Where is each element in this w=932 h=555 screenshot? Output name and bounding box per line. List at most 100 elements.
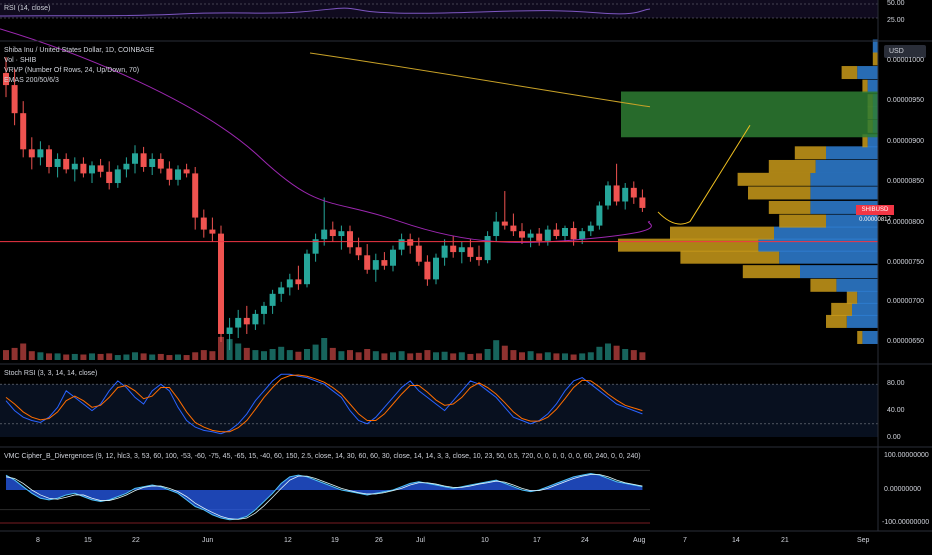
- volume-profile-down-bar: [815, 159, 878, 173]
- candle-body: [140, 153, 147, 167]
- volume-bar: [510, 350, 517, 360]
- volume-profile-up-bar: [794, 146, 826, 160]
- volume-bar: [364, 349, 371, 360]
- emas-legend[interactable]: EMAS 200/50/6/3: [4, 77, 59, 84]
- volume-bar: [37, 352, 44, 360]
- price-tick-850: 0.00000850: [887, 178, 924, 185]
- candle-body: [278, 287, 285, 294]
- volume-bar: [347, 350, 353, 360]
- volume-profile-down-bar: [846, 314, 878, 328]
- candle-body: [562, 227, 568, 237]
- volume-bar: [157, 353, 164, 360]
- rsi-band: [0, 0, 878, 18]
- volume-bar: [106, 353, 113, 360]
- candle-body: [3, 73, 9, 86]
- candle-body: [226, 327, 233, 334]
- candle-body: [501, 221, 508, 226]
- time-tick-26: 26: [375, 537, 383, 544]
- time-tick-sep: Sep: [857, 537, 870, 544]
- volume-profile-down-bar: [867, 134, 878, 148]
- stoch-band: [0, 384, 878, 437]
- vmc-wave2-line: [5, 474, 643, 520]
- volume-bar: [613, 345, 620, 360]
- candle-body: [71, 163, 78, 170]
- price-tick-700: 0.00000700: [887, 298, 924, 305]
- volume-profile-up-bar: [779, 214, 826, 228]
- projection-curve-line: [657, 124, 751, 225]
- candle-body: [338, 231, 345, 237]
- volume-profile-up-bar: [862, 79, 868, 93]
- candle-body: [243, 317, 250, 325]
- volume-bar: [639, 352, 646, 360]
- volume-profile-up-bar: [768, 200, 811, 214]
- candle-body: [467, 247, 474, 257]
- volume-profile: [618, 39, 878, 344]
- candle-body: [175, 169, 181, 180]
- volume-bar: [286, 350, 293, 360]
- volume-bar: [192, 352, 199, 360]
- candle-body: [89, 165, 95, 174]
- symbol-title[interactable]: Shiba Inu / United States Dollar, 1D, CO…: [4, 47, 155, 54]
- volume-profile-down-bar: [857, 290, 878, 304]
- volume-profile-up-bar: [670, 226, 774, 240]
- candle-body: [398, 239, 405, 250]
- candle-body: [493, 221, 500, 237]
- stoch-tick-0: 0.00: [887, 434, 901, 441]
- candle-body: [329, 229, 336, 237]
- vmc-tick-0: 0.00000000: [884, 486, 921, 493]
- volume-profile-up-bar: [742, 265, 800, 279]
- volume-bar: [304, 349, 310, 360]
- candle-body: [252, 313, 259, 325]
- volume-bar: [183, 355, 190, 360]
- volume-bar: [63, 354, 70, 360]
- volume-bar: [278, 346, 285, 360]
- candle-body: [570, 227, 577, 240]
- candle-body: [209, 229, 216, 234]
- volume-bar: [562, 353, 568, 360]
- volume-bar: [54, 353, 61, 360]
- stoch-rsi-label[interactable]: Stoch RSI (3, 3, 14, 14, close): [4, 370, 98, 377]
- rsi-tick-50: 50.00: [887, 0, 905, 7]
- volume-profile-down-bar: [857, 66, 878, 80]
- candle-body: [390, 249, 396, 266]
- volume-bar: [149, 354, 156, 360]
- volume-profile-up-bar: [862, 134, 868, 148]
- volume-bar: [89, 353, 95, 360]
- volume-bar: [381, 353, 388, 360]
- volume-bar: [11, 347, 18, 360]
- candle-body: [605, 185, 611, 206]
- time-tick-aug: Aug: [633, 537, 646, 544]
- candle-body: [458, 247, 465, 253]
- volume-bar: [20, 343, 27, 360]
- volume-bar: [329, 347, 336, 360]
- volume-bar: [544, 352, 551, 360]
- volume-bar: [630, 350, 637, 360]
- candle-body: [484, 236, 491, 261]
- time-tick-19: 19: [331, 537, 339, 544]
- candle-body: [63, 158, 70, 170]
- candle-body: [372, 260, 379, 270]
- pane-separators: [0, 0, 932, 532]
- volume-profile-down-bar: [862, 330, 878, 344]
- candle-body: [441, 245, 448, 258]
- volume-bar: [587, 352, 594, 360]
- vrvp-legend[interactable]: VRVP (Number Of Rows, 24, Up/Down, 70): [4, 67, 140, 74]
- last-price-value: 0.00000817: [859, 217, 891, 223]
- vmc-label[interactable]: VMC Cipher_B_Divergences (9, 12, hlc3, 3…: [4, 453, 641, 460]
- volume-legend[interactable]: Vol · SHIB: [4, 57, 37, 64]
- candle-body: [54, 158, 61, 167]
- volume-bar: [501, 345, 508, 360]
- volume-bar: [269, 349, 276, 360]
- vmc-wave-area: [6, 473, 643, 520]
- time-tick-jul: Jul: [416, 537, 425, 544]
- currency-button[interactable]: USD: [884, 45, 926, 58]
- last-price-symbol: SHIBUSD: [861, 207, 889, 213]
- volume-profile-down-bar: [810, 186, 878, 200]
- volume-bar: [175, 354, 181, 360]
- candle-body: [286, 279, 293, 288]
- candle-body: [157, 158, 164, 169]
- candle-body: [11, 85, 18, 114]
- rsi-label[interactable]: RSI (14, close): [4, 5, 51, 12]
- candle-body: [527, 233, 534, 238]
